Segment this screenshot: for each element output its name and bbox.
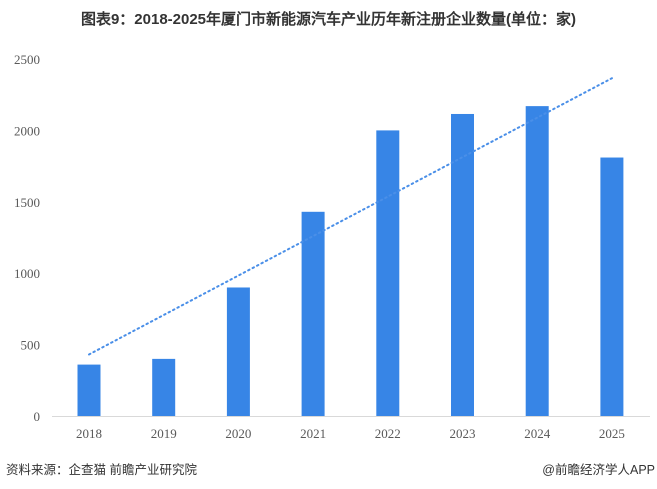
bar-2024 [525, 106, 549, 417]
x-tick-label: 2022 [375, 426, 401, 441]
x-tick-label: 2019 [151, 426, 177, 441]
bar-2021 [301, 211, 325, 416]
bar-2022 [376, 130, 400, 416]
trend-line [88, 77, 613, 356]
y-tick-label: 1500 [14, 195, 40, 210]
y-tick-label: 0 [34, 409, 41, 424]
x-tick-label: 2018 [76, 426, 102, 441]
x-tick-label: 2020 [225, 426, 251, 441]
x-tick-label: 2023 [450, 426, 476, 441]
x-tick-label: 2021 [300, 426, 326, 441]
x-tick-label: 2024 [524, 426, 551, 441]
bar-2025 [600, 157, 624, 417]
chart-title: 图表9：2018-2025年厦门市新能源汽车产业历年新注册企业数量(单位：家) [80, 11, 577, 28]
bar-2018 [77, 364, 101, 416]
y-tick-label: 2500 [14, 52, 40, 67]
y-tick-label: 2000 [14, 123, 40, 138]
bar-2020 [226, 287, 250, 416]
x-tick-label: 2025 [599, 426, 625, 441]
y-tick-label: 500 [21, 338, 41, 353]
y-tick-label: 1000 [14, 266, 40, 281]
bar-2023 [451, 113, 474, 416]
bar-2019 [152, 358, 176, 416]
credit-note: @前瞻经济学人APP [542, 463, 655, 477]
source-note: 资料来源：企查猫 前瞻产业研究院 [6, 463, 197, 477]
